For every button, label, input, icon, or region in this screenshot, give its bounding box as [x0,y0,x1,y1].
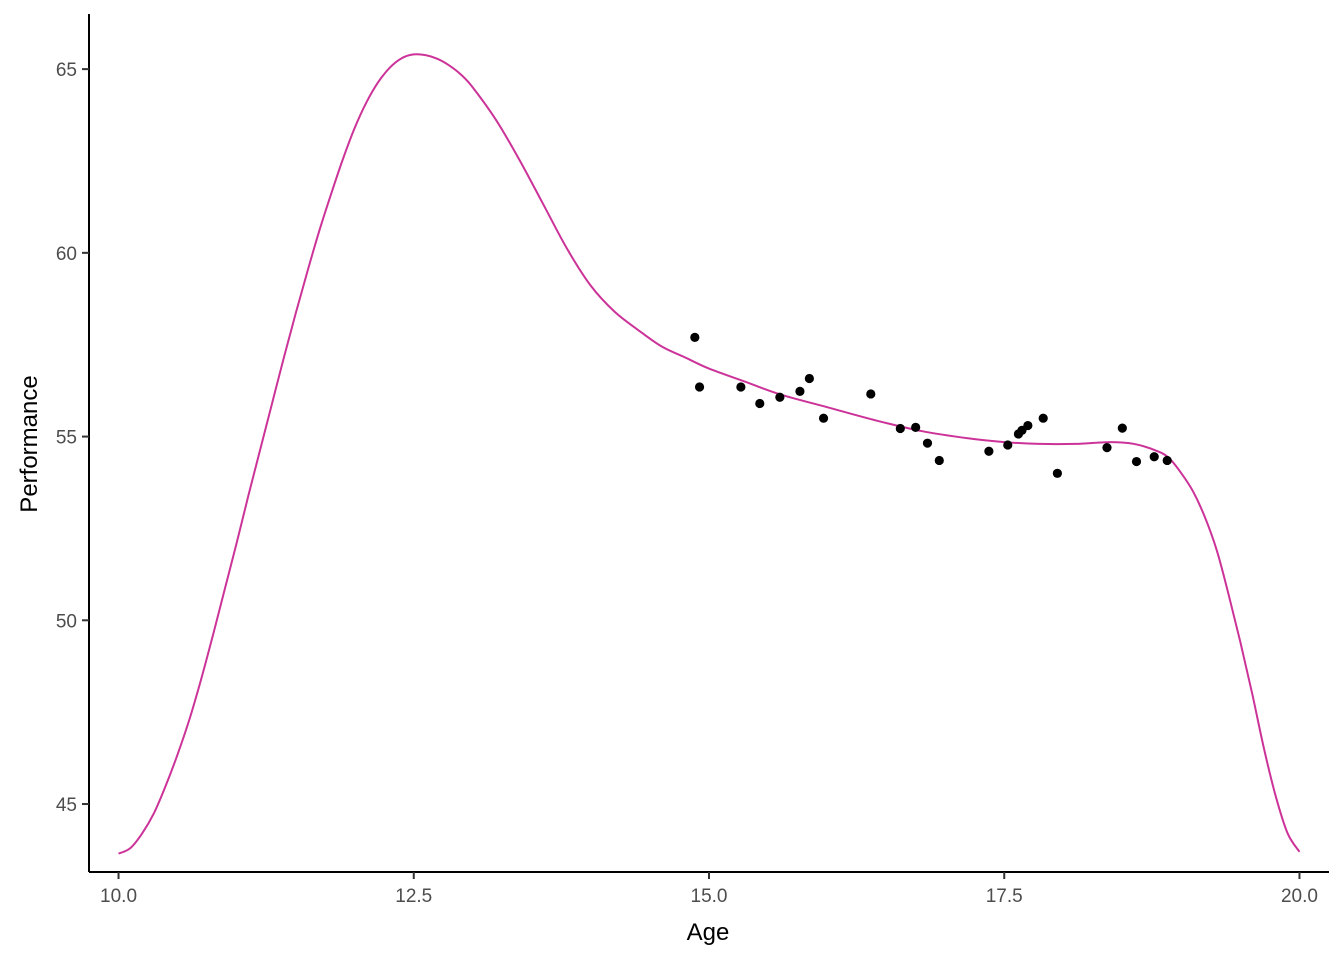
data-point [1023,420,1033,431]
data-point [1052,468,1062,478]
data-point [1149,452,1159,462]
data-point [1162,455,1172,466]
data-point [755,398,765,409]
data-point [922,438,933,448]
data-point [736,382,746,392]
data-point [775,392,785,402]
data-point [795,386,805,396]
x-tick-label: 15.0 [691,886,728,907]
data-point [804,373,814,384]
data-point [1131,456,1142,467]
data-point [690,332,700,342]
data-point [1102,442,1112,453]
y-tick-label: 65 [56,60,77,81]
data-point [895,423,905,434]
data-point [818,413,829,423]
y-tick-label: 50 [56,611,77,632]
y-tick-label: 55 [56,428,77,449]
data-point [1117,423,1127,433]
x-tick-label: 17.5 [986,886,1023,907]
y-axis-title: Performance [16,375,43,512]
data-point [911,422,921,432]
x-axis-title: Age [687,919,730,946]
x-tick-label: 10.0 [100,886,137,907]
data-point [1003,440,1013,450]
data-point [1038,413,1048,423]
fit-curve-line [118,53,1301,855]
y-tick-label: 45 [56,795,77,816]
data-point [934,455,944,466]
points-layer [690,332,1172,478]
x-tick-label: 12.5 [395,886,432,907]
x-tick-label: 20.0 [1281,886,1318,907]
curve-layer [118,53,1301,855]
axes-group: 10.0 12.5 15.0 17.5 20.0 45 50 55 60 65 [56,14,1329,907]
data-point [694,382,705,392]
data-point [984,446,994,456]
y-tick-label: 60 [56,244,77,265]
data-point [866,389,876,399]
